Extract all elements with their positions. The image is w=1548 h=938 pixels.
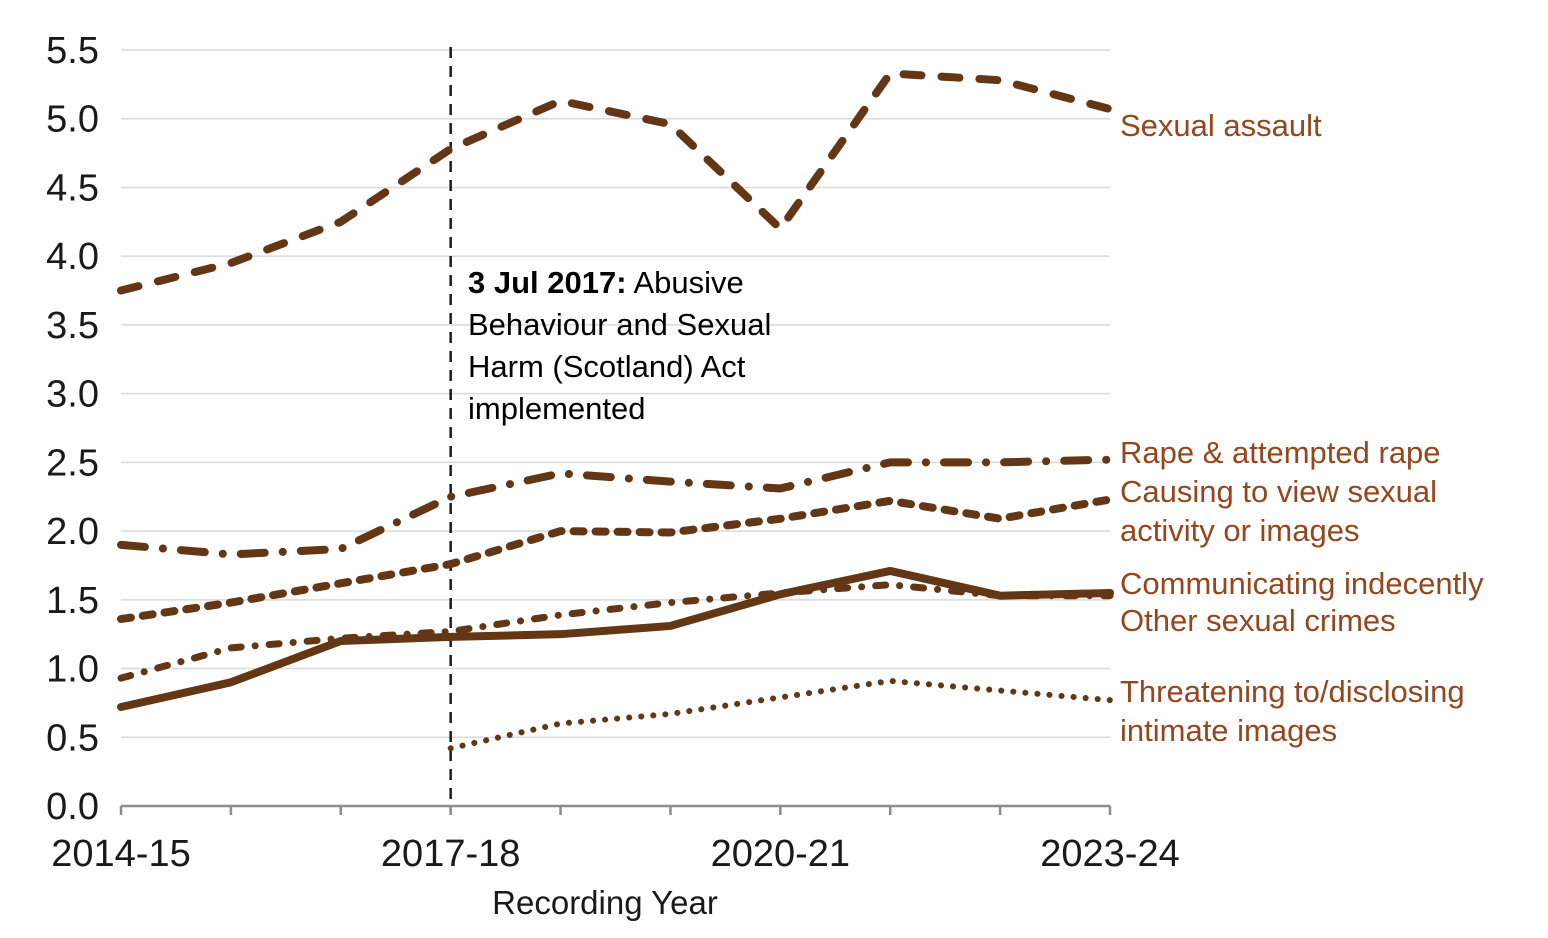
- y-tick-label: 3.5: [46, 305, 99, 347]
- act-annotation-text: Abusive Behaviour and Sexual Harm (Scotl…: [468, 265, 772, 426]
- x-axis-title: Recording Year: [492, 884, 718, 921]
- series-line-causing-to-view-sexual-activity-or-images: [117, 495, 1114, 624]
- y-tick-label: 2.0: [46, 511, 99, 553]
- y-tick-label: 3.0: [46, 374, 99, 416]
- series-label-causing-to-view-sexual-activity-or-images: Causing to view sexual activity or images: [1120, 474, 1438, 548]
- series-label-rape-attempted-rape: Rape & attempted rape: [1120, 435, 1441, 470]
- x-tick-label: 2017-18: [381, 833, 520, 875]
- y-tick-label: 4.0: [46, 236, 99, 278]
- y-tick-label: 5.5: [46, 30, 99, 72]
- x-tick-label: 2023-24: [1040, 833, 1179, 875]
- series-line-rape-attempted-rape: [117, 455, 1114, 559]
- act-annotation: 3 Jul 2017: Abusive Behaviour and Sexual…: [468, 262, 826, 430]
- series-line-threatening-to-disclosing-intimate-images: [447, 677, 1113, 752]
- series-label-communicating-indecently: Communicating indecently: [1120, 566, 1484, 601]
- series-line-other-sexual-crimes: [117, 581, 1114, 682]
- y-tick-label: 0.0: [46, 786, 99, 828]
- series-label-threatening-to-disclosing-intimate-images: Threatening to/disclosing intimate images: [1120, 674, 1465, 748]
- y-tick-label: 4.5: [46, 167, 99, 209]
- x-tick-label: 2014-15: [51, 833, 190, 875]
- y-tick-label: 2.5: [46, 442, 99, 484]
- y-tick-label: 0.5: [46, 717, 99, 759]
- y-tick-label: 1.0: [46, 649, 99, 691]
- series-line-sexual-assault: [117, 69, 1114, 295]
- series-line-communicating-indecently: [117, 566, 1114, 712]
- series-label-sexual-assault: Sexual assault: [1120, 108, 1322, 143]
- y-tick-label: 1.5: [46, 580, 99, 622]
- act-annotation-date: 3 Jul 2017:: [468, 265, 627, 300]
- x-tick-label: 2020-21: [711, 833, 850, 875]
- y-tick-label: 5.0: [46, 99, 99, 141]
- series-label-other-sexual-crimes: Other sexual crimes: [1120, 603, 1396, 638]
